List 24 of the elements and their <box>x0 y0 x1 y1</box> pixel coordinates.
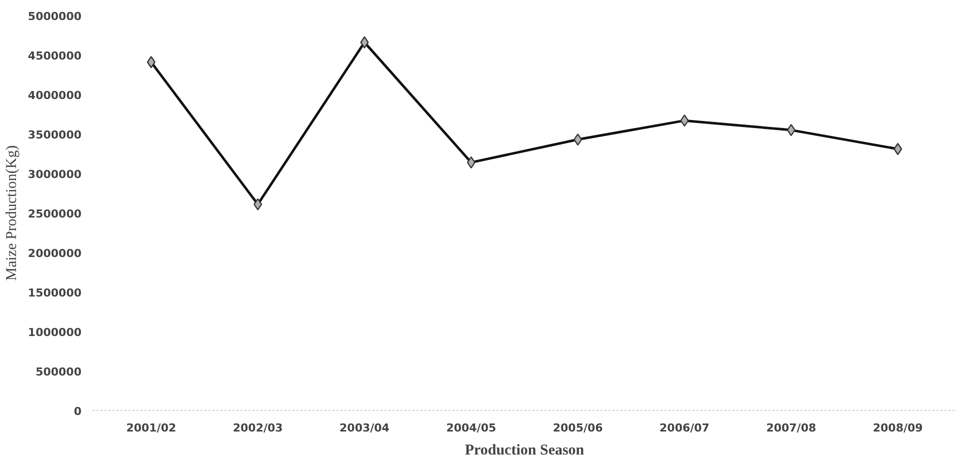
y-tick-label: 500000 <box>36 366 82 378</box>
y-tick-label: 0 <box>74 405 82 418</box>
y-tick-label: 1000000 <box>28 326 82 339</box>
y-tick-label: 2000000 <box>28 247 82 260</box>
x-tick-label: 2006/07 <box>660 422 710 434</box>
point <box>254 198 262 210</box>
x-tick-label: 2005/06 <box>552 422 604 434</box>
point <box>146 56 156 68</box>
x-tick-label: 2008/09 <box>872 422 923 434</box>
y-tick-label: 4500000 <box>28 50 82 62</box>
y-tick-label: 3000000 <box>28 168 82 181</box>
y-tick-label: 4000000 <box>28 89 82 102</box>
y-tick-label: 2500000 <box>28 208 82 220</box>
point <box>360 36 369 48</box>
x-tick-label: 2007/08 <box>766 422 816 434</box>
x-tick-label: 2001/02 <box>126 422 176 434</box>
y-tick-label: 5000000 <box>28 10 82 23</box>
x-tick-label: 2004/05 <box>446 422 496 434</box>
y-tick-label: 3500000 <box>28 128 82 142</box>
x-axis-title: Production Season <box>464 442 585 458</box>
y-axis-title: Maize Production(Kg) <box>4 145 20 281</box>
x-tick-label: 2002/03 <box>232 422 283 434</box>
x-tick-label: 2003/04 <box>340 422 390 434</box>
y-tick-label: 1500000 <box>28 286 82 300</box>
